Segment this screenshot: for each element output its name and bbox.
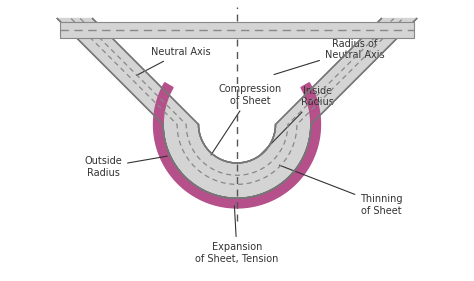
- Text: Expansion
of Sheet, Tension: Expansion of Sheet, Tension: [195, 206, 279, 264]
- Polygon shape: [154, 83, 320, 208]
- Text: Outside
Radius: Outside Radius: [84, 156, 167, 178]
- Text: Inside
Radius: Inside Radius: [261, 86, 334, 154]
- Text: Neutral Axis: Neutral Axis: [137, 47, 210, 76]
- Text: Radius of
Neutral Axis: Radius of Neutral Axis: [274, 39, 384, 74]
- Text: Thinning
of Sheet: Thinning of Sheet: [279, 165, 403, 216]
- Bar: [61, 22, 413, 38]
- Text: Compression
of Sheet: Compression of Sheet: [211, 84, 282, 155]
- Polygon shape: [57, 19, 417, 198]
